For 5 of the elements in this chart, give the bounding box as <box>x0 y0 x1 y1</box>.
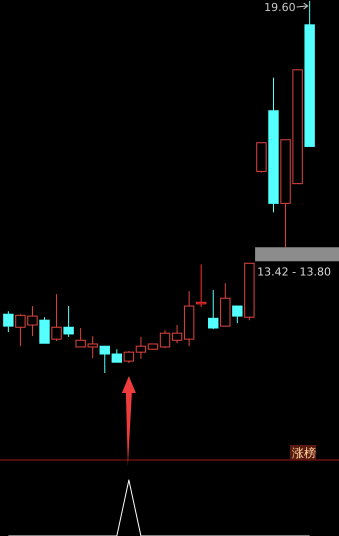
annotation: 19.60 <box>264 1 296 14</box>
candlestick <box>268 77 279 213</box>
annotation: 13.42 - 13.80 <box>257 265 332 278</box>
candlestick <box>15 314 26 347</box>
candlestick <box>27 306 38 337</box>
